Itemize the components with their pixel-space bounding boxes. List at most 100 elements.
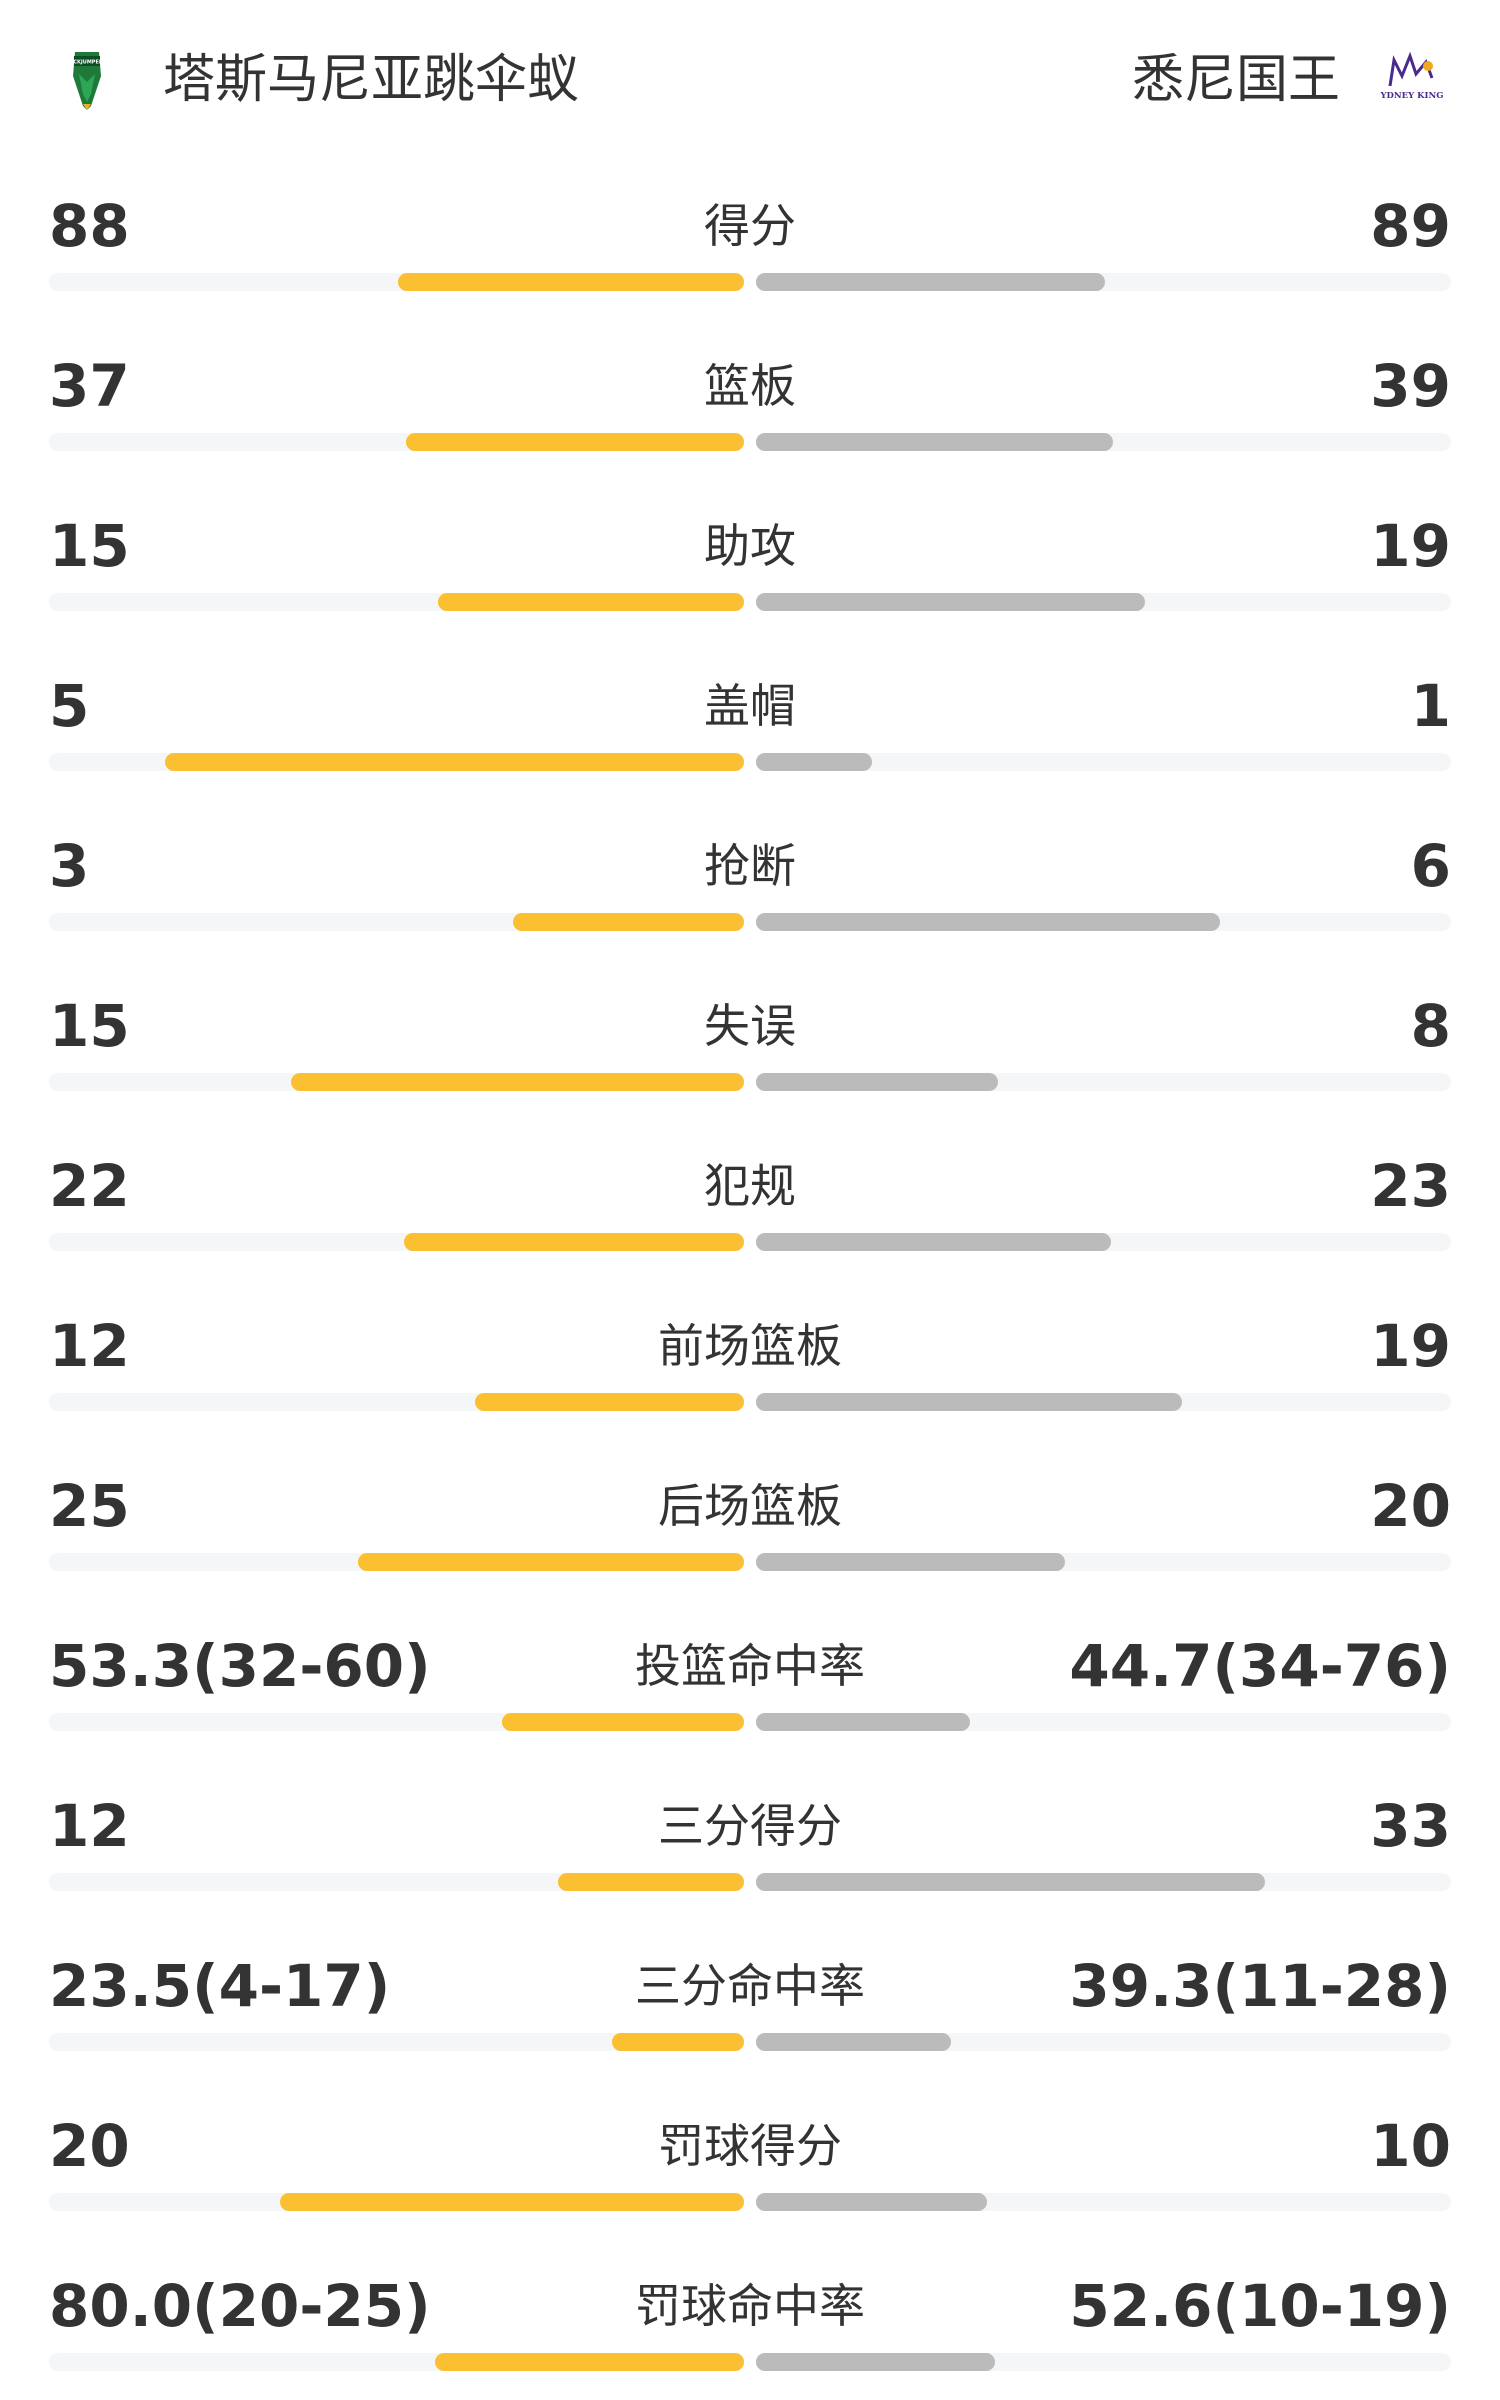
- away-bar-track: [756, 753, 1451, 771]
- home-bar-track: [49, 2353, 744, 2371]
- home-stat-value: 5: [49, 672, 90, 740]
- away-bar-fill: [756, 1553, 1065, 1571]
- home-bar-track: [49, 753, 744, 771]
- home-stat-value: 80.0(20-25): [49, 2272, 431, 2340]
- stat-label: 篮板: [704, 359, 796, 413]
- home-bar-fill: [502, 1713, 744, 1731]
- home-stat-value: 15: [49, 512, 130, 580]
- home-bar-track: [49, 2033, 744, 2051]
- home-stat-value: 20: [49, 2112, 130, 2180]
- home-bar-track: [49, 273, 744, 291]
- home-bar-fill: [434, 2353, 744, 2371]
- away-bar-track: [756, 1713, 1451, 1731]
- away-bar-track: [756, 913, 1451, 931]
- stat-row: 5 盖帽 1: [0, 640, 1500, 800]
- stat-label: 盖帽: [704, 679, 796, 733]
- away-bar-track: [756, 1873, 1451, 1891]
- stat-label: 三分得分: [658, 1799, 842, 1853]
- away-bar-track: [756, 1233, 1451, 1251]
- stat-label: 投篮命中率: [635, 1639, 865, 1693]
- away-bar-fill: [756, 2033, 951, 2051]
- home-stat-value: 15: [49, 992, 130, 1060]
- away-bar-fill: [756, 753, 873, 771]
- away-bar-fill: [756, 1393, 1183, 1411]
- away-bar-fill: [756, 2193, 988, 2211]
- away-stat-value: 33: [1370, 1792, 1451, 1860]
- away-bar-fill: [756, 2353, 996, 2371]
- home-stat-value: 37: [49, 352, 130, 420]
- stat-label: 前场篮板: [658, 1319, 842, 1373]
- stat-label: 罚球得分: [658, 2119, 842, 2173]
- home-bar-track: [49, 1873, 744, 1891]
- away-bar-fill: [756, 273, 1105, 291]
- home-bar-track: [49, 2193, 744, 2211]
- home-bar-fill: [165, 753, 744, 771]
- away-bar-fill: [756, 1073, 998, 1091]
- home-bar-fill: [512, 913, 744, 931]
- stat-row: 88 得分 89: [0, 160, 1500, 320]
- stat-row: 25 后场篮板 20: [0, 1440, 1500, 1600]
- away-stat-value: 6: [1410, 832, 1451, 900]
- away-logo-text: SYDNEY KINGS: [1380, 91, 1444, 101]
- away-bar-fill: [756, 1713, 971, 1731]
- stat-row: 12 前场篮板 19: [0, 1280, 1500, 1440]
- home-bar-track: [49, 593, 744, 611]
- away-team-name[interactable]: 悉尼国王: [1131, 50, 1340, 110]
- stat-label: 罚球命中率: [635, 2279, 865, 2333]
- stat-label: 失误: [704, 999, 796, 1053]
- home-logo-text: JACKJUMPERS: [67, 60, 107, 66]
- away-stat-value: 19: [1370, 1312, 1451, 1380]
- stat-label: 三分命中率: [635, 1959, 865, 2013]
- home-bar-track: [49, 913, 744, 931]
- away-bar-track: [756, 593, 1451, 611]
- away-stat-value: 19: [1370, 512, 1451, 580]
- away-stat-value: 44.7(34-76): [1069, 1632, 1451, 1700]
- home-stat-value: 25: [49, 1472, 130, 1540]
- home-bar-fill: [611, 2033, 744, 2051]
- away-bar-track: [756, 433, 1451, 451]
- away-bar-track: [756, 1073, 1451, 1091]
- away-bar-track: [756, 273, 1451, 291]
- home-stat-value: 88: [49, 192, 130, 260]
- away-bar-track: [756, 2033, 1451, 2051]
- stat-row: 12 三分得分 33: [0, 1760, 1500, 1920]
- home-bar-fill: [280, 2193, 744, 2211]
- away-stat-value: 52.6(10-19): [1069, 2272, 1451, 2340]
- home-team-name[interactable]: 塔斯马尼亚跳伞蚁: [163, 50, 580, 110]
- away-stat-value: 20: [1370, 1472, 1451, 1540]
- home-stat-value: 23.5(4-17): [49, 1952, 391, 2020]
- away-bar-track: [756, 2193, 1451, 2211]
- stat-label: 犯规: [704, 1159, 796, 1213]
- match-header: JACKJUMPERS 塔斯马尼亚跳伞蚁 悉尼国王 SYDNEY KINGS: [0, 0, 1500, 160]
- away-bar-fill: [756, 1873, 1266, 1891]
- stat-row: 3 抢断 6: [0, 800, 1500, 960]
- stat-row: 53.3(32-60) 投篮命中率 44.7(34-76): [0, 1600, 1500, 1760]
- stat-row: 80.0(20-25) 罚球命中率 52.6(10-19): [0, 2240, 1500, 2400]
- home-bar-fill: [290, 1073, 744, 1091]
- home-bar-fill: [558, 1873, 744, 1891]
- away-bar-fill: [756, 1233, 1112, 1251]
- home-bar-fill: [357, 1553, 744, 1571]
- stat-row: 20 罚球得分 10: [0, 2080, 1500, 2240]
- stat-row: 23.5(4-17) 三分命中率 39.3(11-28): [0, 1920, 1500, 2080]
- home-bar-track: [49, 1073, 744, 1091]
- home-stat-value: 22: [49, 1152, 130, 1220]
- home-bar-track: [49, 1233, 744, 1251]
- stat-row: 15 失误 8: [0, 960, 1500, 1120]
- away-bar-track: [756, 1393, 1451, 1411]
- away-bar-track: [756, 2353, 1451, 2371]
- home-bar-fill: [397, 273, 744, 291]
- home-bar-track: [49, 1393, 744, 1411]
- home-bar-fill: [475, 1393, 744, 1411]
- away-stat-value: 39: [1370, 352, 1451, 420]
- stat-row: 22 犯规 23: [0, 1120, 1500, 1280]
- away-bar-fill: [756, 593, 1145, 611]
- away-bar-fill: [756, 433, 1113, 451]
- away-stat-value: 89: [1370, 192, 1451, 260]
- home-stat-value: 3: [49, 832, 90, 900]
- tasmania-jackjumpers-logo-icon[interactable]: JACKJUMPERS: [55, 48, 119, 112]
- away-stat-value: 39.3(11-28): [1069, 1952, 1451, 2020]
- away-bar-fill: [756, 913, 1220, 931]
- home-stat-value: 12: [49, 1312, 130, 1380]
- sydney-kings-logo-icon[interactable]: SYDNEY KINGS: [1380, 48, 1444, 112]
